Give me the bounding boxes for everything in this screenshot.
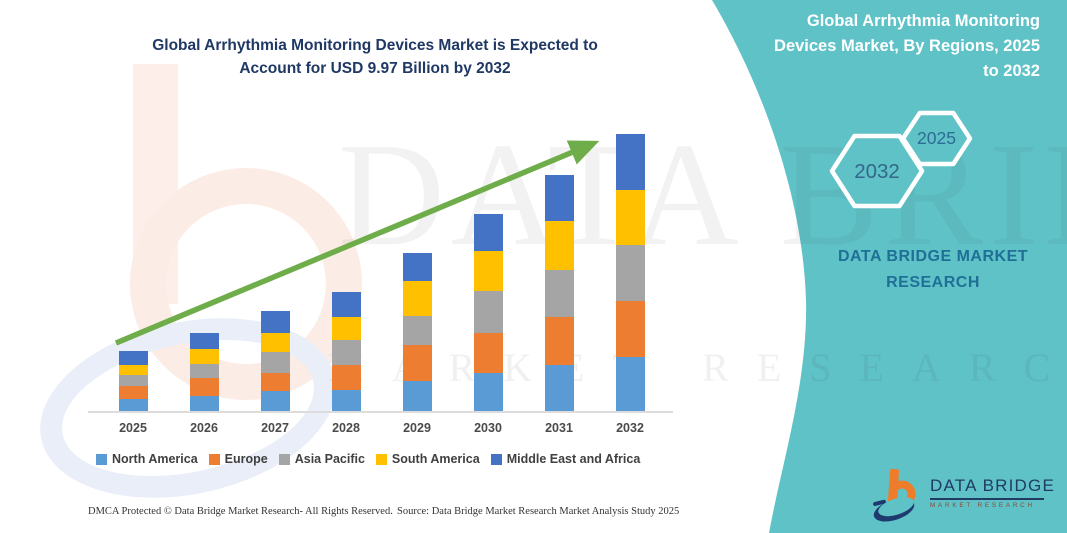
legend-swatch-north-america (96, 453, 107, 465)
bar-segment-asia-pacific-2032 (615, 245, 645, 301)
legend-label-north-america: North America (112, 452, 198, 466)
x-axis-label-2025: 2025 (119, 421, 147, 435)
x-axis-label-2029: 2029 (403, 421, 431, 435)
brand-wordmark: DATA BRIDGE MARKET RESEARCH (808, 244, 1058, 295)
legend-item-asia-pacific: Asia Pacific (278, 452, 365, 466)
x-axis-line (88, 411, 673, 413)
bar-segment-south-america-2031 (544, 221, 574, 270)
bar-segment-middle-east-and-africa-2031 (544, 175, 574, 221)
bar-segment-north-america-2029 (402, 381, 432, 411)
bar-2032 (615, 134, 645, 411)
bar-segment-europe-2026 (189, 378, 219, 396)
bar-segment-south-america-2029 (402, 281, 432, 316)
bar-2026 (189, 333, 219, 411)
bar-segment-europe-2025 (118, 386, 148, 399)
legend-swatch-south-america (375, 453, 387, 465)
logo-name: DATA BRIDGE (930, 476, 1055, 495)
legend-label-europe: Europe (224, 452, 268, 466)
data-bridge-b-icon (873, 468, 916, 522)
x-axis-label-2030: 2030 (474, 421, 502, 435)
x-axis-label-2032: 2032 (616, 421, 644, 435)
bar-2029 (402, 253, 432, 411)
bar-segment-middle-east-and-africa-2028 (331, 292, 361, 317)
bar-segment-middle-east-and-africa-2027 (260, 311, 290, 333)
bar-segment-middle-east-and-africa-2032 (615, 134, 645, 190)
bar-segment-south-america-2027 (260, 333, 290, 352)
bar-segment-asia-pacific-2028 (331, 340, 361, 365)
chart-legend: North America Europe Asia Pacific South Ame… (96, 452, 640, 466)
bar-2025 (118, 351, 148, 411)
panel-title-line3: to 2032 (983, 61, 1040, 80)
bar-segment-middle-east-and-africa-2025 (118, 351, 148, 365)
footer-source: Source: Data Bridge Market Research Mark… (397, 506, 680, 517)
bar-segment-middle-east-and-africa-2026 (189, 333, 219, 349)
panel-title: Global Arrhythmia Monitoring Devices Mar… (735, 9, 1040, 83)
panel-title-line1: Global Arrhythmia Monitoring (806, 12, 1040, 30)
bar-segment-asia-pacific-2029 (402, 316, 432, 345)
bar-segment-north-america-2027 (260, 391, 290, 411)
panel-title-line2: Devices Market, By Regions, 2025 (774, 36, 1040, 55)
data-bridge-logo: DATA BRIDGE MARKET RESEARCH (872, 468, 1055, 524)
bar-segment-asia-pacific-2026 (189, 364, 219, 378)
bar-segment-europe-2032 (615, 301, 645, 357)
bar-segment-north-america-2028 (331, 390, 361, 411)
legend-swatch-middle-east-and-africa (490, 453, 502, 465)
bar-segment-asia-pacific-2027 (260, 352, 290, 373)
x-axis-label-2027: 2027 (261, 421, 289, 435)
bar-segment-north-america-2026 (189, 396, 219, 411)
bar-segment-asia-pacific-2030 (473, 291, 503, 333)
legend-label-south-america: South America (391, 452, 480, 466)
chart-title: Global Arrhythmia Monitoring Devices Mar… (95, 34, 655, 81)
legend-item-middle-east-and-africa: Middle East and Africa (490, 452, 641, 466)
hexagon-2025-label: 2025 (917, 128, 956, 148)
bar-segment-middle-east-and-africa-2029 (402, 253, 432, 281)
bar-segment-north-america-2025 (118, 399, 148, 411)
brand-wordmark-line2: RESEARCH (886, 273, 980, 291)
chart-title-line1: Global Arrhythmia Monitoring Devices Mar… (152, 37, 598, 54)
footer-copyright: DMCA Protected © Data Bridge Market Rese… (88, 506, 393, 517)
logo-subtitle: MARKET RESEARCH (930, 501, 1035, 509)
plot-area (88, 118, 673, 413)
bar-segment-europe-2031 (544, 317, 574, 365)
x-axis-label-2028: 2028 (332, 421, 360, 435)
bar-segment-south-america-2030 (473, 251, 503, 291)
logo-divider (930, 498, 1044, 500)
legend-item-north-america: North America (96, 452, 198, 466)
bar-2028 (331, 292, 361, 411)
bar-2027 (260, 311, 290, 411)
legend-item-south-america: South America (375, 452, 480, 466)
bar-segment-middle-east-and-africa-2030 (473, 214, 503, 251)
legend-swatch-asia-pacific (278, 453, 290, 465)
bar-segment-north-america-2030 (473, 373, 503, 411)
x-axis-label-2031: 2031 (545, 421, 573, 435)
legend-label-asia-pacific: Asia Pacific (294, 452, 365, 466)
legend-label-middle-east-and-africa: Middle East and Africa (506, 452, 641, 466)
bar-segment-europe-2029 (402, 345, 432, 381)
bar-segment-asia-pacific-2031 (544, 270, 574, 317)
x-axis-labels: 2025 2026 2027 2028 2029 2030 2031 2032 (88, 421, 673, 439)
bar-segment-europe-2028 (331, 365, 361, 390)
bar-segment-europe-2027 (260, 373, 290, 391)
legend-item-europe: Europe (208, 452, 268, 466)
bar-2031 (544, 175, 574, 411)
bar-segment-south-america-2032 (615, 190, 645, 245)
bar-segment-asia-pacific-2025 (118, 375, 148, 386)
bar-segment-north-america-2031 (544, 365, 574, 411)
bar-segment-north-america-2032 (615, 357, 645, 411)
bar-segment-south-america-2026 (189, 349, 219, 364)
x-axis-label-2026: 2026 (190, 421, 218, 435)
bar-2030 (473, 214, 503, 411)
hexagon-2032-label: 2032 (854, 160, 900, 183)
brand-wordmark-line1: DATA BRIDGE MARKET (837, 248, 1029, 265)
chart-title-line2: Account for USD 9.97 Billion by 2032 (239, 60, 511, 78)
bar-segment-south-america-2025 (118, 365, 148, 375)
legend-swatch-europe (208, 453, 220, 465)
logo-text: DATA BRIDGE MARKET RESEARCH (930, 476, 1055, 509)
bar-segment-europe-2030 (473, 333, 503, 373)
bar-segment-south-america-2028 (331, 317, 361, 340)
